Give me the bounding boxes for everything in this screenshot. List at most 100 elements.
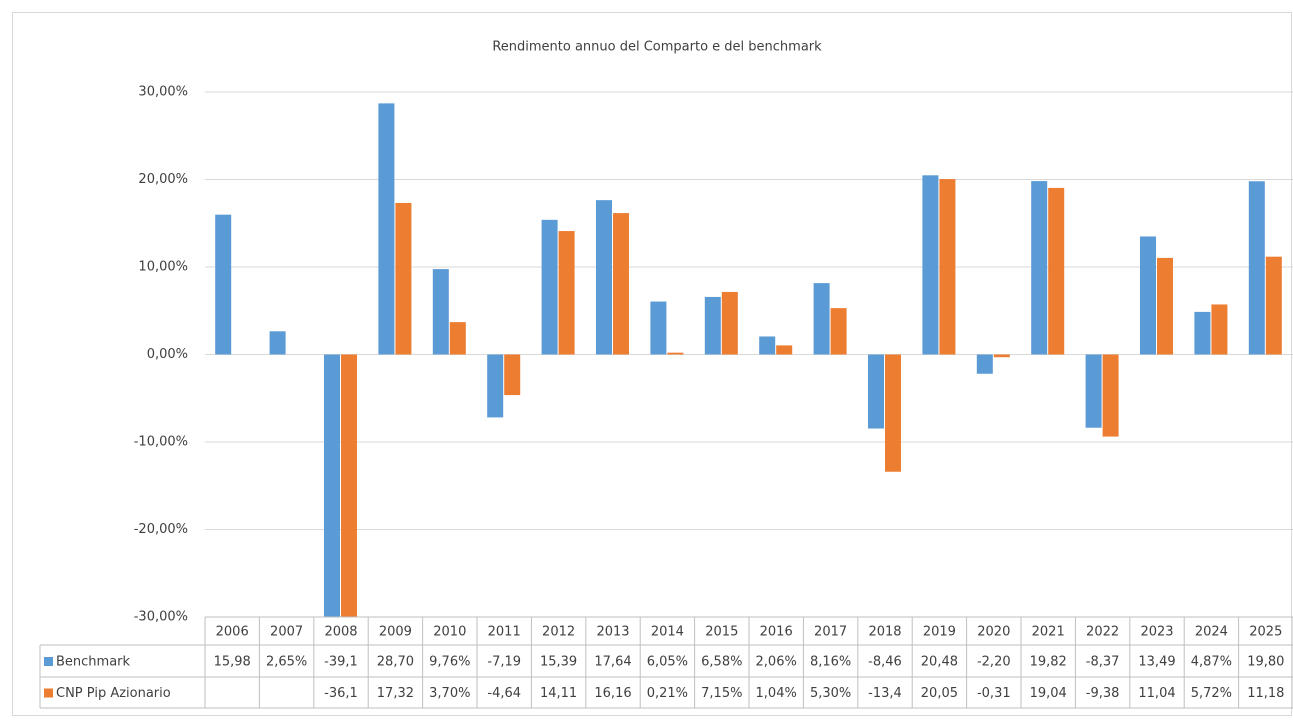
y-tick-label: -30,00%	[134, 610, 188, 625]
x-tick-label: 2007	[270, 625, 303, 640]
data-label: 3,70%	[429, 686, 470, 701]
data-label: -8,37	[1086, 655, 1120, 670]
data-label: 16,16	[594, 686, 631, 701]
data-label: -2,20	[977, 655, 1011, 670]
x-tick-label: 2022	[1086, 625, 1119, 640]
bar	[776, 345, 793, 355]
bar	[1248, 181, 1265, 355]
x-tick-label: 2023	[1140, 625, 1173, 640]
x-tick-label: 2024	[1195, 625, 1228, 640]
data-label: 19,04	[1030, 686, 1067, 701]
bar	[504, 354, 521, 396]
bar	[667, 352, 684, 355]
bar	[721, 291, 738, 355]
x-tick-label: 2016	[760, 625, 793, 640]
y-tick-label: -10,00%	[134, 435, 188, 450]
data-label: 19,82	[1030, 655, 1067, 670]
x-tick-label: 2014	[651, 625, 684, 640]
legend-swatch	[44, 688, 53, 698]
bar	[378, 103, 395, 355]
x-tick-label: 2018	[868, 625, 901, 640]
bar	[341, 354, 357, 617]
bar	[1265, 256, 1282, 355]
x-tick-label: 2025	[1249, 625, 1282, 640]
data-label: -0,31	[977, 686, 1011, 701]
x-tick-label: 2006	[216, 625, 249, 640]
data-label: -13,4	[868, 686, 902, 701]
legend-swatch	[44, 657, 53, 666]
x-tick-label: 2009	[379, 625, 412, 640]
chart-border	[12, 12, 1292, 716]
data-label: 8,16%	[810, 655, 851, 670]
data-label: -36,1	[324, 686, 358, 701]
bar	[1085, 354, 1102, 428]
x-tick-label: 2011	[488, 625, 521, 640]
bar	[868, 354, 884, 429]
y-tick-label: 30,00%	[138, 85, 188, 100]
y-tick-label: -20,00%	[134, 522, 188, 537]
x-tick-label: 2015	[705, 625, 738, 640]
x-tick-label: 2019	[923, 625, 956, 640]
data-label: -7,19	[487, 655, 521, 670]
bar	[759, 336, 776, 355]
data-label: 17,32	[377, 686, 414, 701]
bar	[976, 354, 993, 374]
x-tick-label: 2013	[596, 625, 629, 640]
bar	[922, 175, 939, 355]
chart-title: Rendimento annuo del Comparto e del benc…	[492, 40, 822, 55]
data-label: 5,30%	[810, 686, 851, 701]
data-label: 6,05%	[647, 655, 688, 670]
bar	[558, 231, 575, 355]
bar	[813, 283, 830, 355]
data-label: 11,04	[1138, 686, 1175, 701]
data-label: -8,46	[868, 655, 902, 670]
data-label: 20,05	[921, 686, 958, 701]
bar	[1194, 311, 1211, 355]
bar	[613, 213, 629, 355]
data-label: 2,65%	[266, 655, 307, 670]
x-tick-label: 2008	[324, 625, 357, 640]
bar	[541, 219, 558, 355]
x-tick-label: 2010	[433, 625, 466, 640]
data-label: 28,70	[377, 655, 414, 670]
bar	[1140, 236, 1156, 355]
data-label: 2,06%	[756, 655, 797, 670]
bar	[395, 202, 412, 355]
data-label: 17,64	[594, 655, 631, 670]
bar	[324, 354, 340, 617]
x-tick-label: 2012	[542, 625, 575, 640]
data-label: 13,49	[1138, 655, 1175, 670]
data-label: 5,72%	[1191, 686, 1232, 701]
bar	[830, 308, 847, 355]
x-tick-label: 2021	[1032, 625, 1065, 640]
bar	[596, 200, 612, 355]
y-tick-label: 10,00%	[138, 260, 188, 275]
legend-label: Benchmark	[56, 655, 131, 670]
data-label: 0,21%	[647, 686, 688, 701]
data-label: 1,04%	[756, 686, 797, 701]
data-label: -9,38	[1086, 686, 1120, 701]
data-label: 20,48	[921, 655, 958, 670]
data-label: 7,15%	[701, 686, 742, 701]
bar	[704, 296, 721, 355]
y-tick-label: 20,00%	[138, 172, 188, 187]
bar	[1048, 187, 1065, 355]
bar	[487, 354, 504, 418]
data-label: 4,87%	[1191, 655, 1232, 670]
data-label: 11,18	[1247, 686, 1284, 701]
y-tick-label: 0,00%	[147, 347, 188, 362]
bar	[939, 179, 956, 355]
x-tick-label: 2017	[814, 625, 847, 640]
data-label: -39,1	[324, 655, 358, 670]
bar	[1102, 354, 1119, 437]
data-label: 19,80	[1247, 655, 1284, 670]
data-label: 9,76%	[429, 655, 470, 670]
bar	[269, 331, 286, 355]
data-label: 15,39	[540, 655, 577, 670]
bar	[1031, 181, 1048, 355]
x-tick-label: 2020	[977, 625, 1010, 640]
bar	[432, 269, 449, 355]
data-label: 6,58%	[701, 655, 742, 670]
bar	[885, 354, 901, 472]
